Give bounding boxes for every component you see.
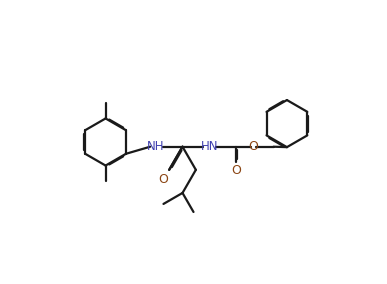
Text: O: O	[248, 140, 258, 153]
Text: HN: HN	[200, 140, 218, 153]
Text: O: O	[159, 173, 169, 186]
Text: O: O	[231, 164, 241, 177]
Text: NH: NH	[147, 140, 164, 153]
